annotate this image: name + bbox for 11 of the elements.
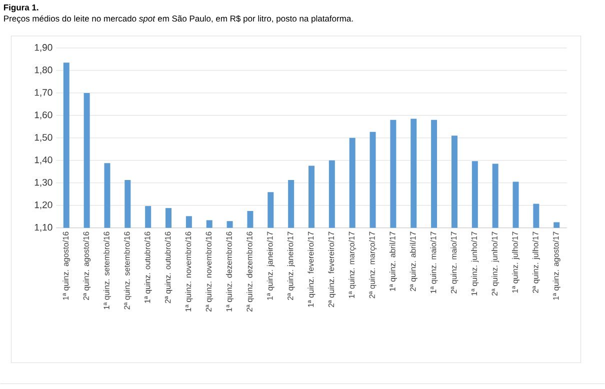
y-tick-label: 1,10 <box>34 224 52 232</box>
y-tick-label: 1,30 <box>34 179 52 187</box>
y-tick-label: 1,20 <box>34 202 52 210</box>
y-tick-label: 1,80 <box>34 66 52 75</box>
y-tick-label: 1,60 <box>34 112 52 120</box>
y-tick-label: 1,40 <box>34 156 52 164</box>
y-tick-label: 1,70 <box>34 89 52 97</box>
y-tick-label: 1,90 <box>34 44 52 52</box>
chart-subtitle: Preços médios do leite no mercado spot em São Paulo, em R$ por litro, posto na plataforma. <box>4 15 353 24</box>
chart-title: Figura 1. <box>4 4 38 12</box>
y-tick-label: 1,50 <box>34 134 52 142</box>
